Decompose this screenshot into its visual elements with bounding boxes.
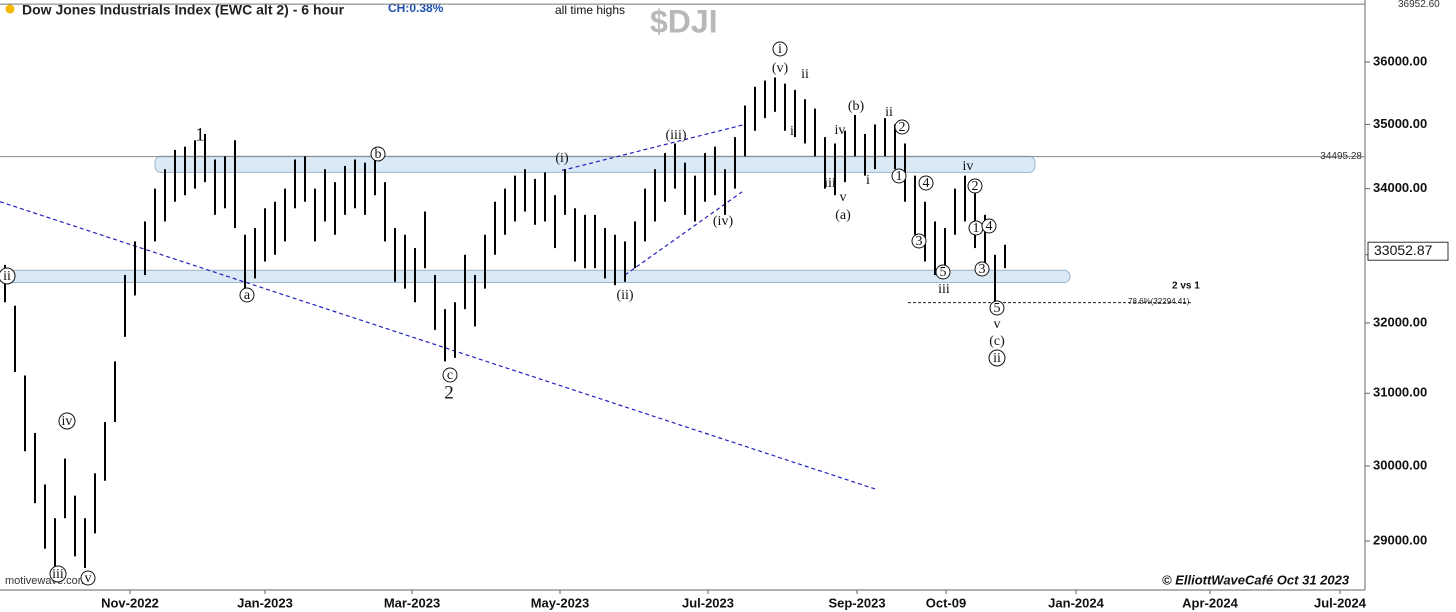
wave-label: ii bbox=[885, 105, 893, 120]
wave-label: iii bbox=[938, 282, 950, 297]
x-tick-label: Nov-2022 bbox=[101, 595, 159, 610]
last-price-box bbox=[1367, 241, 1449, 261]
wave-circle bbox=[80, 570, 96, 586]
wave-label: 1 bbox=[195, 124, 205, 145]
wave-label: (ii) bbox=[616, 288, 633, 303]
wave-label: 3 bbox=[979, 262, 986, 277]
y-tick-label: 36000.00 bbox=[1373, 53, 1427, 68]
wave-label: 5 bbox=[940, 265, 947, 280]
wave-label: (iii) bbox=[666, 128, 687, 143]
wave-label: iv bbox=[62, 414, 73, 429]
wave-label: a bbox=[244, 288, 251, 303]
wave-label: 2 bbox=[972, 179, 979, 194]
wave-label: c bbox=[447, 368, 453, 383]
wave-circle bbox=[58, 412, 76, 430]
wave-circle bbox=[891, 168, 907, 184]
wave-circle bbox=[988, 349, 1006, 367]
note: all time highs bbox=[555, 3, 625, 17]
wave-label: i bbox=[790, 124, 794, 139]
wave-label: 2 bbox=[899, 120, 906, 135]
wave-label: v bbox=[840, 190, 847, 205]
wave-circle bbox=[989, 300, 1005, 316]
y-tick-label: 32000.00 bbox=[1373, 314, 1427, 329]
wave-label: iii bbox=[824, 176, 836, 191]
change: CH:0.38% bbox=[388, 1, 444, 15]
trendline bbox=[624, 191, 743, 276]
wave-label: (i) bbox=[555, 151, 569, 166]
wave-label: ii bbox=[3, 269, 11, 284]
wave-circle bbox=[772, 41, 788, 57]
x-tick-label: Jul-2023 bbox=[682, 595, 734, 610]
y-tick-label: 30000.00 bbox=[1373, 457, 1427, 472]
trendline bbox=[561, 123, 746, 172]
hline-label: 34495.28 bbox=[1320, 151, 1362, 162]
wave-circle bbox=[974, 261, 990, 277]
wave-circle bbox=[49, 565, 67, 583]
y-tick-label: 34000.00 bbox=[1373, 180, 1427, 195]
wave-label: b bbox=[375, 147, 382, 162]
wave-label: 4 bbox=[986, 219, 993, 234]
wave-label: 1 bbox=[973, 221, 980, 236]
last-price-label: 33052.87 bbox=[1374, 242, 1433, 258]
wave-label: v bbox=[994, 317, 1001, 332]
wave-label: (v) bbox=[772, 61, 789, 76]
wave-circle bbox=[239, 287, 255, 303]
wave-label: (iv) bbox=[713, 214, 734, 229]
wave-circle bbox=[442, 367, 458, 383]
wave-label: iii bbox=[52, 567, 64, 582]
wave-circle bbox=[894, 119, 910, 135]
wave-label: 4 bbox=[923, 176, 930, 191]
wave-label: (a) bbox=[835, 208, 851, 223]
wave-circle bbox=[0, 267, 16, 285]
wave-label: ii bbox=[801, 67, 809, 82]
wave-label: 1 bbox=[896, 169, 903, 184]
x-tick-label: Sep-2023 bbox=[828, 595, 885, 610]
wave-circle bbox=[981, 218, 997, 234]
fib-label: 78.6%(32294.41) bbox=[1128, 297, 1190, 306]
wave-circle bbox=[935, 264, 951, 280]
x-tick-label: May-2023 bbox=[531, 595, 590, 610]
chart-title: Dow Jones Industrials Index (EWC alt 2) … bbox=[22, 2, 345, 18]
wave-circle bbox=[370, 146, 386, 162]
wave-label: (c) bbox=[989, 334, 1005, 349]
x-tick-label: Mar-2023 bbox=[384, 595, 440, 610]
x-tick-label: Apr-2024 bbox=[1182, 595, 1238, 610]
wave-label: iv bbox=[963, 159, 974, 174]
x-tick-label: Jul-2024 bbox=[1314, 595, 1367, 610]
wave-label: 5 bbox=[994, 301, 1001, 316]
wave-label: i bbox=[866, 173, 870, 188]
x-tick-label: Oct-09 bbox=[926, 595, 966, 610]
wave-label: 3 bbox=[916, 234, 923, 249]
wave-label: v bbox=[85, 571, 92, 586]
wave-circle bbox=[911, 233, 927, 249]
y-tick-label: 31000.00 bbox=[1373, 385, 1427, 400]
status-dot bbox=[5, 4, 15, 14]
y-tick-label: 29000.00 bbox=[1373, 532, 1427, 547]
symbol: $DJI bbox=[650, 3, 718, 39]
wave-label: i bbox=[778, 42, 782, 57]
y-tick-label: 35000.00 bbox=[1373, 116, 1427, 131]
wave-circle bbox=[967, 178, 983, 194]
wave-circle bbox=[918, 175, 934, 191]
wave-label: ii bbox=[993, 351, 1001, 366]
hline-label: 36952.60 bbox=[1398, 0, 1440, 10]
wave-label: iv bbox=[835, 123, 846, 138]
source: motivewave.com bbox=[5, 575, 87, 587]
price-zone bbox=[0, 269, 1071, 283]
wave-label: 2 bbox=[444, 382, 454, 403]
copyright: © ElliottWaveCafé Oct 31 2023 bbox=[1162, 572, 1350, 587]
wave-label: (b) bbox=[848, 99, 865, 114]
comparison: 2 vs 1 bbox=[1172, 281, 1200, 292]
x-tick-label: Jan-2024 bbox=[1048, 595, 1104, 610]
x-tick-label: Jan-2023 bbox=[237, 595, 293, 610]
